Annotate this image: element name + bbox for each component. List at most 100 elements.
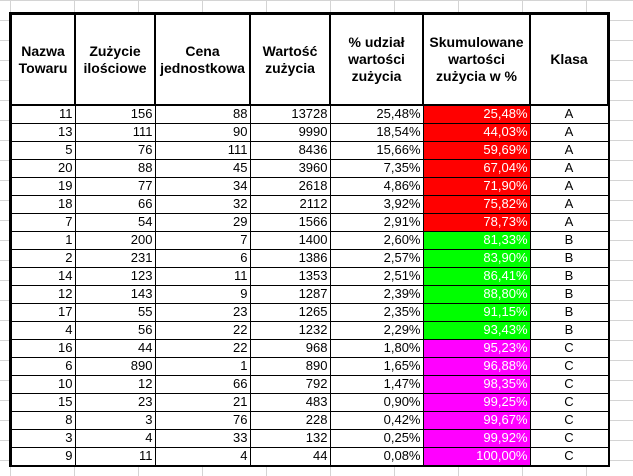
cell-wartosc[interactable]: 44 (249, 446, 331, 466)
cell-wartosc[interactable]: 2618 (249, 176, 331, 196)
cell-wartosc[interactable]: 1386 (249, 248, 331, 268)
cell-zuzycie[interactable]: 77 (74, 176, 156, 196)
cell-zuzycie[interactable]: 76 (74, 140, 156, 160)
cell-wartosc[interactable]: 9990 (249, 122, 331, 142)
cell-skumulowane[interactable]: 93,43% (422, 320, 531, 340)
cell-udzial[interactable]: 2,60% (329, 230, 424, 250)
cell-cena[interactable]: 29 (154, 212, 251, 232)
cell-cena[interactable]: 66 (154, 374, 251, 394)
header-cell-zuzycie-ilosciowe[interactable]: Zużycie ilościowe (74, 13, 156, 106)
cell-udzial[interactable]: 2,91% (329, 212, 424, 232)
cell-wartosc[interactable]: 1400 (249, 230, 331, 250)
cell-cena[interactable]: 22 (154, 338, 251, 358)
cell-cena[interactable]: 1 (154, 356, 251, 376)
cell-klasa[interactable]: C (529, 338, 609, 358)
cell-zuzycie[interactable]: 143 (74, 284, 156, 304)
cell-skumulowane[interactable]: 99,25% (422, 392, 531, 412)
cell-udzial[interactable]: 2,35% (329, 302, 424, 322)
cell-wartosc[interactable]: 13728 (249, 104, 331, 124)
cell-nazwa[interactable]: 14 (10, 266, 76, 286)
cell-nazwa[interactable]: 4 (10, 320, 76, 340)
cell-cena[interactable]: 7 (154, 230, 251, 250)
cell-skumulowane[interactable]: 81,33% (422, 230, 531, 250)
cell-cena[interactable]: 76 (154, 410, 251, 430)
cell-skumulowane[interactable]: 98,35% (422, 374, 531, 394)
cell-zuzycie[interactable]: 231 (74, 248, 156, 268)
cell-udzial[interactable]: 1,65% (329, 356, 424, 376)
cell-udzial[interactable]: 2,39% (329, 284, 424, 304)
cell-cena[interactable]: 32 (154, 194, 251, 214)
cell-wartosc[interactable]: 132 (249, 428, 331, 448)
cell-wartosc[interactable]: 968 (249, 338, 331, 358)
cell-cena[interactable]: 6 (154, 248, 251, 268)
cell-klasa[interactable]: A (529, 176, 609, 196)
cell-cena[interactable]: 9 (154, 284, 251, 304)
cell-klasa[interactable]: A (529, 122, 609, 142)
cell-nazwa[interactable]: 13 (10, 122, 76, 142)
cell-klasa[interactable]: B (529, 230, 609, 250)
cell-udzial[interactable]: 25,48% (329, 104, 424, 124)
cell-klasa[interactable]: A (529, 194, 609, 214)
cell-wartosc[interactable]: 1353 (249, 266, 331, 286)
cell-nazwa[interactable]: 19 (10, 176, 76, 196)
cell-skumulowane[interactable]: 91,15% (422, 302, 531, 322)
cell-klasa[interactable]: C (529, 374, 609, 394)
cell-nazwa[interactable]: 2 (10, 248, 76, 268)
cell-klasa[interactable]: C (529, 410, 609, 430)
cell-skumulowane[interactable]: 78,73% (422, 212, 531, 232)
cell-udzial[interactable]: 4,86% (329, 176, 424, 196)
cell-nazwa[interactable]: 10 (10, 374, 76, 394)
cell-nazwa[interactable]: 1 (10, 230, 76, 250)
cell-wartosc[interactable]: 1232 (249, 320, 331, 340)
cell-wartosc[interactable]: 1566 (249, 212, 331, 232)
header-cell-klasa[interactable]: Klasa (529, 13, 609, 106)
cell-nazwa[interactable]: 17 (10, 302, 76, 322)
cell-nazwa[interactable]: 16 (10, 338, 76, 358)
cell-zuzycie[interactable]: 88 (74, 158, 156, 178)
cell-skumulowane[interactable]: 95,23% (422, 338, 531, 358)
cell-zuzycie[interactable]: 123 (74, 266, 156, 286)
cell-skumulowane[interactable]: 71,90% (422, 176, 531, 196)
cell-udzial[interactable]: 2,29% (329, 320, 424, 340)
cell-nazwa[interactable]: 9 (10, 446, 76, 466)
cell-cena[interactable]: 21 (154, 392, 251, 412)
cell-wartosc[interactable]: 483 (249, 392, 331, 412)
cell-zuzycie[interactable]: 3 (74, 410, 156, 430)
cell-zuzycie[interactable]: 156 (74, 104, 156, 124)
cell-udzial[interactable]: 0,08% (329, 446, 424, 466)
cell-skumulowane[interactable]: 25,48% (422, 104, 531, 124)
cell-skumulowane[interactable]: 44,03% (422, 122, 531, 142)
cell-klasa[interactable]: A (529, 104, 609, 124)
cell-klasa[interactable]: A (529, 140, 609, 160)
cell-skumulowane[interactable]: 100,00% (422, 446, 531, 466)
cell-zuzycie[interactable]: 111 (74, 122, 156, 142)
cell-wartosc[interactable]: 1265 (249, 302, 331, 322)
header-cell-cena-jednostkowa[interactable]: Cena jednostkowa (154, 13, 251, 106)
cell-udzial[interactable]: 3,92% (329, 194, 424, 214)
header-cell-wartosc-zuzycia[interactable]: Wartość zużycia (249, 13, 331, 106)
cell-nazwa[interactable]: 15 (10, 392, 76, 412)
cell-udzial[interactable]: 7,35% (329, 158, 424, 178)
cell-skumulowane[interactable]: 99,67% (422, 410, 531, 430)
cell-cena[interactable]: 88 (154, 104, 251, 124)
cell-zuzycie[interactable]: 200 (74, 230, 156, 250)
cell-skumulowane[interactable]: 96,88% (422, 356, 531, 376)
cell-wartosc[interactable]: 3960 (249, 158, 331, 178)
cell-skumulowane[interactable]: 67,04% (422, 158, 531, 178)
header-cell-skumulowane[interactable]: Skumulowane wartości zużycia w % (422, 13, 531, 106)
cell-udzial[interactable]: 2,57% (329, 248, 424, 268)
cell-zuzycie[interactable]: 890 (74, 356, 156, 376)
cell-zuzycie[interactable]: 55 (74, 302, 156, 322)
cell-zuzycie[interactable]: 56 (74, 320, 156, 340)
cell-udzial[interactable]: 0,90% (329, 392, 424, 412)
cell-zuzycie[interactable]: 11 (74, 446, 156, 466)
cell-zuzycie[interactable]: 54 (74, 212, 156, 232)
cell-klasa[interactable]: C (529, 356, 609, 376)
cell-wartosc[interactable]: 8436 (249, 140, 331, 160)
cell-nazwa[interactable]: 5 (10, 140, 76, 160)
header-cell-udzial-wartosci[interactable]: % udział wartości zużycia (329, 13, 424, 106)
cell-zuzycie[interactable]: 66 (74, 194, 156, 214)
cell-skumulowane[interactable]: 59,69% (422, 140, 531, 160)
cell-klasa[interactable]: B (529, 284, 609, 304)
cell-nazwa[interactable]: 20 (10, 158, 76, 178)
